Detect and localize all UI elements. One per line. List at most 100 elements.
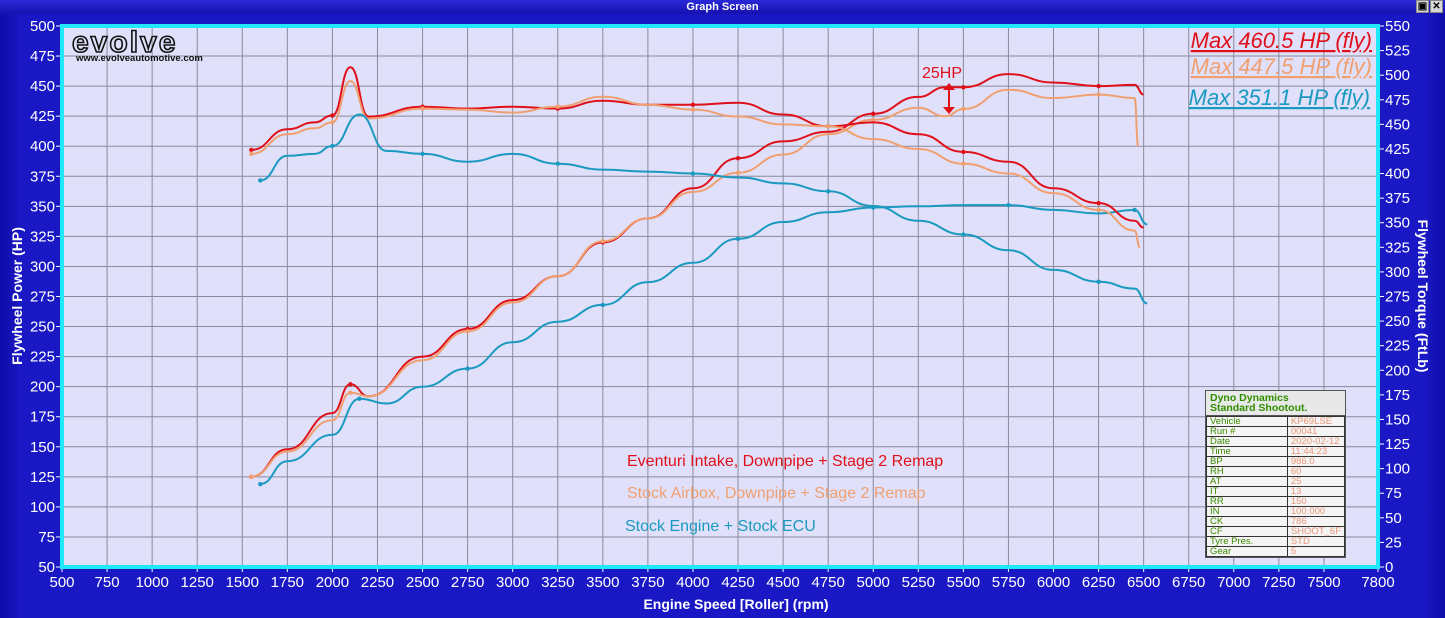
info-key: RR (1206, 496, 1288, 507)
y-tick-label: 300 (30, 258, 55, 275)
x-tick-label: 4250 (721, 574, 754, 591)
y2-tick-label: 450 (1385, 116, 1410, 133)
info-value: 11:44:23 (1286, 446, 1346, 457)
info-row: Time 11:44:23 (1206, 446, 1346, 457)
y2-tick-label: 400 (1385, 166, 1410, 183)
series-line (251, 88, 1140, 478)
info-key: Date (1206, 436, 1288, 447)
evolve-logo: evolve www.evolveautomotive.com (71, 25, 203, 64)
x-tick-label: 1000 (135, 574, 168, 591)
y2-tick-label: 225 (1385, 338, 1410, 355)
info-value: STD (1286, 536, 1346, 547)
y2-tick-label: 200 (1385, 362, 1410, 379)
y2-tick-label: 375 (1385, 190, 1410, 207)
double-arrow-icon (943, 83, 955, 114)
info-value: 150 (1286, 496, 1346, 507)
annotation-label: 25HP (922, 65, 962, 82)
info-row: Tyre Pres. STD (1206, 536, 1346, 547)
logo-text: evolve (72, 26, 177, 59)
info-row: RH 60 (1206, 466, 1346, 477)
info-value: SHOOT_6F (1286, 526, 1346, 537)
x-tick-label: 5250 (902, 574, 935, 591)
y2-tick-label: 325 (1385, 239, 1410, 256)
max-label-stock: Max 351.1 HP (fly) (1189, 85, 1370, 110)
y2-tick-label: 50 (1385, 510, 1402, 527)
y2-tick-label: 300 (1385, 264, 1410, 281)
max-power-labels: Max 460.5 HP (fly) Max 447.5 HP (fly) Ma… (1189, 28, 1372, 110)
info-row: Run #00041 (1206, 426, 1346, 437)
series-line (260, 113, 1148, 305)
x-tick-label: 4750 (811, 574, 844, 591)
y2-axis-ticks: 0 25 50 75 100 125 150 175 200 225 250 275 300 325 350… (1380, 18, 1410, 576)
series-line (260, 204, 1148, 485)
x-tick-label: 2000 (316, 574, 349, 591)
y2-tick-label: 75 (1385, 485, 1402, 502)
y2-tick-label: 250 (1385, 313, 1410, 330)
info-box-title-1: Dyno Dynamics (1210, 392, 1289, 404)
x-tick-label: 6750 (1172, 574, 1205, 591)
info-value: 60 (1286, 466, 1346, 477)
x-tick-label: 3500 (586, 574, 619, 591)
x-tick-label: 3000 (496, 574, 529, 591)
x-tick-label: 750 (95, 574, 120, 591)
legend: Eventuri Intake, Downpipe + Stage 2 Rema… (625, 453, 943, 535)
info-key: IN (1206, 506, 1288, 517)
info-key: CK (1206, 516, 1288, 527)
info-key: CF (1206, 526, 1288, 537)
info-row: IN 100.000 (1206, 506, 1346, 517)
x-tick-label: 1750 (271, 574, 304, 591)
restore-button[interactable]: ▣ (1416, 0, 1429, 13)
max-label-eventuri: Max 460.5 HP (fly) (1191, 28, 1372, 53)
y-tick-label: 350 (30, 198, 55, 215)
info-box-title-2: Standard Shootout. (1210, 402, 1308, 414)
info-value: 2020-02-12 (1286, 436, 1346, 447)
y2-axis-title: Flywheel Torque (FtLb) (1415, 220, 1431, 373)
info-row: CK 786 (1206, 516, 1346, 527)
x-tick-label: 6250 (1082, 574, 1115, 591)
legend-item-eventuri: Eventuri Intake, Downpipe + Stage 2 Rema… (627, 453, 943, 470)
info-row: Vehicle KP69LSE (1206, 416, 1346, 427)
info-row: BP 986.0 (1206, 456, 1346, 467)
x-tick-label: 7800 (1361, 574, 1394, 591)
x-tick-label: 7250 (1262, 574, 1295, 591)
info-value: 5 (1286, 546, 1346, 557)
x-tick-label: 4500 (766, 574, 799, 591)
x-tick-label: 3250 (541, 574, 574, 591)
y-axis-ticks: 50 75 100 125 150 175 200 225 250 275 300 325 350 375… (30, 18, 60, 576)
y2-tick-label: 125 (1385, 436, 1410, 453)
y-axis-title: Flywheel Power (HP) (9, 227, 25, 365)
info-key: BP (1206, 456, 1288, 467)
x-tick-label: 2500 (406, 574, 439, 591)
window-titlebar: Graph Screen ▣ ✕ (0, 0, 1445, 14)
y-tick-label: 200 (30, 379, 55, 396)
info-row: Date 2020-02-12 (1206, 436, 1346, 447)
x-tick-label: 5500 (947, 574, 980, 591)
x-tick-label: 2750 (451, 574, 484, 591)
x-axis-title: Engine Speed [Roller] (rpm) (643, 596, 828, 612)
y2-tick-label: 425 (1385, 141, 1410, 158)
y2-tick-label: 25 (1385, 534, 1402, 551)
y2-tick-label: 100 (1385, 461, 1410, 478)
y-tick-label: 325 (30, 228, 55, 245)
info-value: 100.000 (1286, 506, 1346, 517)
info-row: RR 150 (1206, 496, 1346, 507)
y-tick-label: 275 (30, 289, 55, 306)
info-value: 25 (1286, 476, 1346, 487)
info-value: 986.0 (1286, 456, 1346, 467)
close-button[interactable]: ✕ (1430, 0, 1443, 13)
x-tick-label: 3750 (631, 574, 664, 591)
info-key: IT (1206, 486, 1288, 497)
x-axis-ticks: 500 750 1000 1250 1500 1750 2000 2250 2500 2750 30… (49, 569, 1395, 591)
y2-tick-label: 500 (1385, 67, 1410, 84)
logo-url: www.evolveautomotive.com (75, 53, 203, 64)
window-title: Graph Screen (686, 1, 759, 13)
x-tick-label: 1500 (226, 574, 259, 591)
series-line (251, 66, 1144, 229)
info-row: Gear 5 (1206, 546, 1346, 557)
series-line (251, 80, 1141, 249)
y-tick-label: 125 (30, 469, 55, 486)
y-tick-label: 50 (38, 559, 55, 576)
legend-item-stock: Stock Engine + Stock ECU (625, 518, 816, 535)
x-tick-label: 6500 (1127, 574, 1160, 591)
